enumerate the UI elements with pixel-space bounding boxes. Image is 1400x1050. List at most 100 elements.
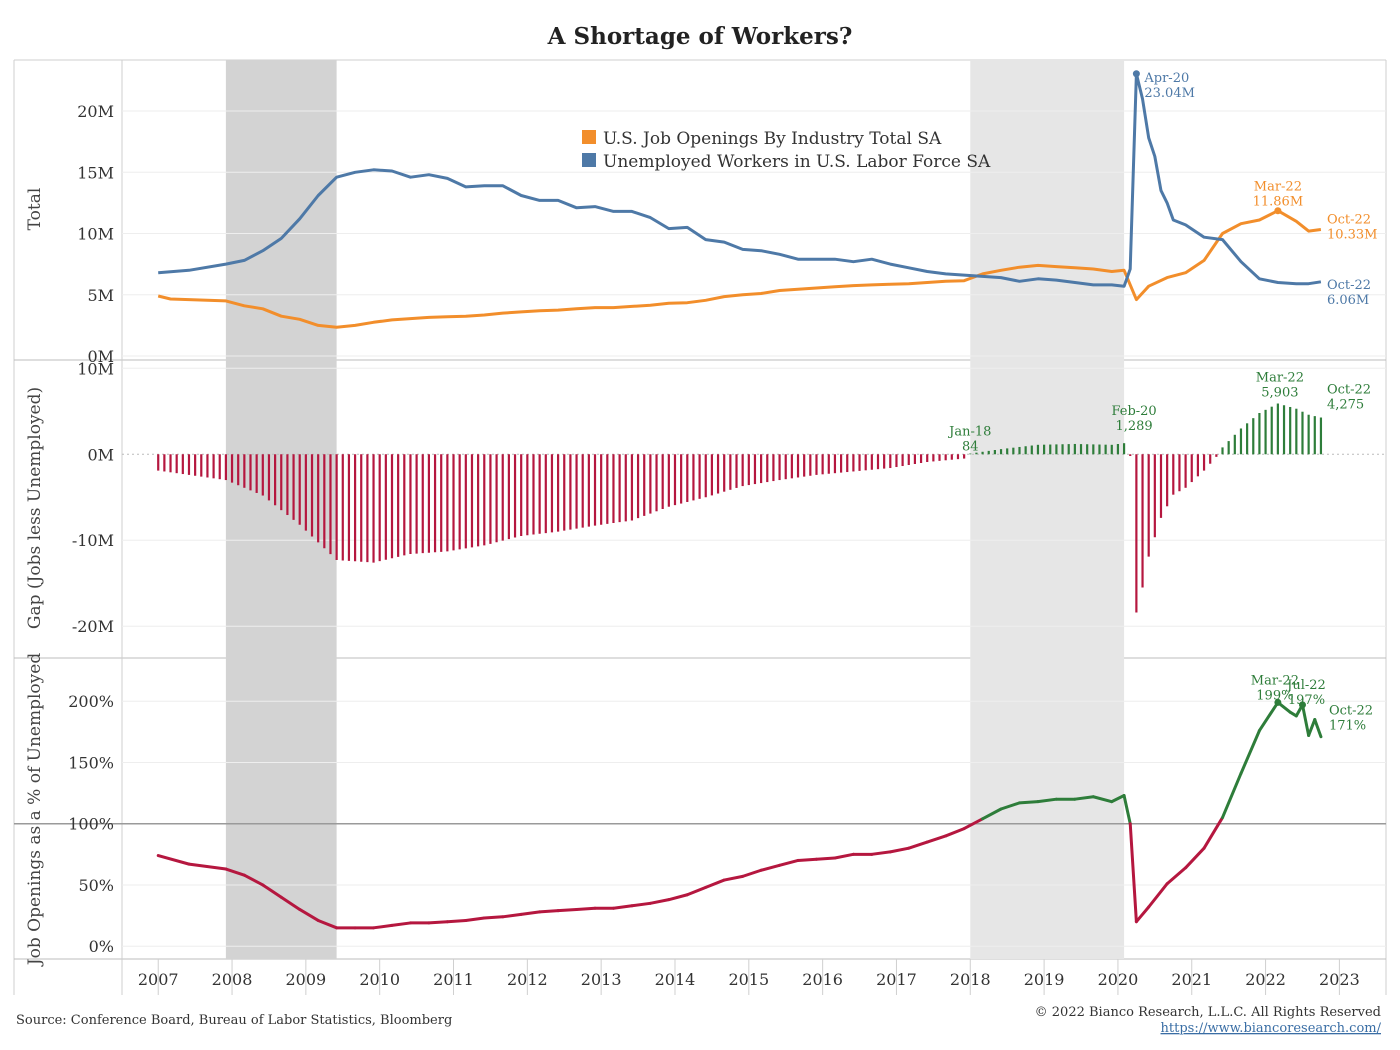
x-tick-label: 2017 (876, 970, 917, 989)
ratio-line-segment (1307, 718, 1317, 737)
ratio-line-segment (1091, 795, 1114, 804)
x-tick-label: 2021 (1171, 970, 1212, 989)
ratio-line-segment (944, 827, 966, 838)
x-tick-label: 2015 (728, 970, 769, 989)
x-tick-label: 2011 (433, 970, 474, 989)
annotation-dot (1298, 701, 1306, 709)
website-link[interactable]: https://www.biancoresearch.com/ (1161, 1021, 1382, 1036)
x-tick-label: 2008 (212, 970, 253, 989)
ratio-line-segment (1239, 729, 1261, 775)
ratio-line-segment (1134, 905, 1151, 924)
ratio-line-segment (1165, 866, 1188, 886)
annotation-gap-feb20: Feb-20 (1111, 404, 1156, 419)
ratio-line-segment (630, 901, 652, 908)
annotation-dot (1274, 698, 1282, 706)
ratio-line-segment (242, 873, 265, 887)
copyright-note: © 2022 Bianco Research, L.L.C. All Right… (1035, 1005, 1381, 1020)
series-layer (156, 72, 1323, 930)
y-axis-labels: Total Gap (Jobs less Unemployed) Job Openi… (25, 188, 45, 968)
x-tick-label: 2012 (507, 970, 548, 989)
ratio-line-segment (1221, 771, 1243, 820)
ratio-line-segment (888, 846, 911, 854)
ratio-line-segment (1017, 800, 1040, 805)
annotation-openings-oct22: Oct-22 (1327, 212, 1371, 227)
series-line-job-openings (157, 209, 1322, 329)
annotation-gap-mar22: Mar-22 (1256, 371, 1304, 386)
annotation-unemp-oct22: Oct-22 (1327, 278, 1371, 293)
ratio-line-segment (870, 850, 892, 856)
ratio-line-segment (1300, 703, 1311, 737)
ratio-line-segment (1073, 795, 1095, 801)
ratio-line-segment (722, 874, 745, 882)
y-tick-label: 20M (77, 102, 114, 121)
ratio-line-segment (519, 910, 542, 916)
x-tick-label: 2023 (1319, 970, 1360, 989)
x-tick-label: 2022 (1245, 970, 1286, 989)
ratio-line-segment (925, 834, 948, 844)
y-tick-label: -10M (72, 531, 114, 550)
x-tick-label: 2014 (655, 970, 696, 989)
ratio-line-segment (464, 916, 486, 922)
annotation-pct-jul22: Jul-22 (1285, 678, 1326, 693)
ratio-line-segment (685, 885, 708, 897)
x-tick-label: 2013 (581, 970, 622, 989)
ratio-line-segment (1313, 718, 1323, 739)
ratio-line-segment (1036, 797, 1058, 804)
source-note: Source: Conference Board, Bureau of Labo… (16, 1013, 452, 1028)
ratio-line-segment (372, 923, 394, 930)
ratio-line-segment (427, 920, 449, 925)
x-ticks: 2007 2008 2009 2010 2011 2012 2013 2014 2015 2016… (138, 959, 1360, 995)
y-tick-label: -20M (72, 617, 114, 636)
ratio-line-segment (667, 893, 689, 902)
ratio-line-segment (556, 907, 579, 913)
annotation-gap-mar22: 5,903 (1261, 386, 1298, 401)
ratio-line-segment (187, 862, 228, 871)
annotation-gap-jan18: Jan-18 (947, 425, 991, 440)
legend-swatch-openings (582, 130, 596, 144)
annotation-dot (1132, 70, 1140, 78)
ratio-line-segment (981, 807, 1003, 821)
y-axis-title: Job Openings as a % of Unemployed (25, 653, 45, 968)
y-tick-label: 5M (87, 286, 114, 305)
ratio-line-segment (778, 858, 800, 867)
annotation-openings-oct22: 10.33M (1327, 227, 1378, 242)
ratio-line-segment (501, 912, 523, 919)
annotation-pct-mar22: 199% (1256, 688, 1293, 703)
ratio-line-segment (224, 867, 246, 877)
panel-frames (13, 59, 1387, 995)
annotation-unemp-oct22: 6.06M (1327, 293, 1369, 308)
ratio-line-segment (445, 918, 468, 924)
y-tick-label: 0M (87, 445, 114, 464)
ratio-line-segment (741, 868, 763, 878)
x-tick-label: 2019 (1024, 970, 1065, 989)
y-tick-label: 10M (77, 225, 114, 244)
ratio-line-segment (575, 906, 597, 911)
x-tick-label: 2020 (1098, 970, 1139, 989)
ratio-line-segment (482, 915, 505, 920)
ratio-line-segment (999, 801, 1021, 811)
annotation-openings-mar22: Mar-22 (1254, 180, 1302, 195)
gap-bars (157, 403, 1323, 613)
x-tick-label: 2018 (950, 970, 991, 989)
legend-label-unemployed: Unemployed Workers in U.S. Labor Force S… (603, 152, 991, 172)
ratio-line-segment (1110, 794, 1126, 804)
legend-label-openings: U.S. Job Openings By Industry Total SA (603, 129, 942, 149)
legend-swatch-unemployed (582, 153, 596, 167)
ratio-line-segment (1257, 700, 1280, 733)
ratio-line-segment (1202, 816, 1225, 850)
ratio-line-segment (759, 863, 782, 872)
y-tick-label: 0% (89, 937, 114, 956)
chart-title: A Shortage of Workers? (547, 23, 853, 50)
y-tick-label: 10M (77, 359, 114, 378)
y-tick-label: 0M (87, 347, 114, 366)
y-ticks: 0M5M10M15M20M-20M-10M0M10M0%50%100%150%2… (68, 102, 114, 956)
ratio-line-segment (796, 857, 818, 862)
ratio-line-segment (648, 898, 671, 905)
annotation-pct-oct22: 171% (1329, 719, 1366, 734)
ratio-line-segment (611, 904, 634, 910)
y-tick-label: 200% (68, 692, 114, 711)
annotation-gap-oct22: 4,275 (1327, 398, 1364, 413)
x-tick-label: 2009 (286, 970, 327, 989)
x-tick-label: 2010 (359, 970, 400, 989)
ratio-line-segment (156, 854, 191, 866)
